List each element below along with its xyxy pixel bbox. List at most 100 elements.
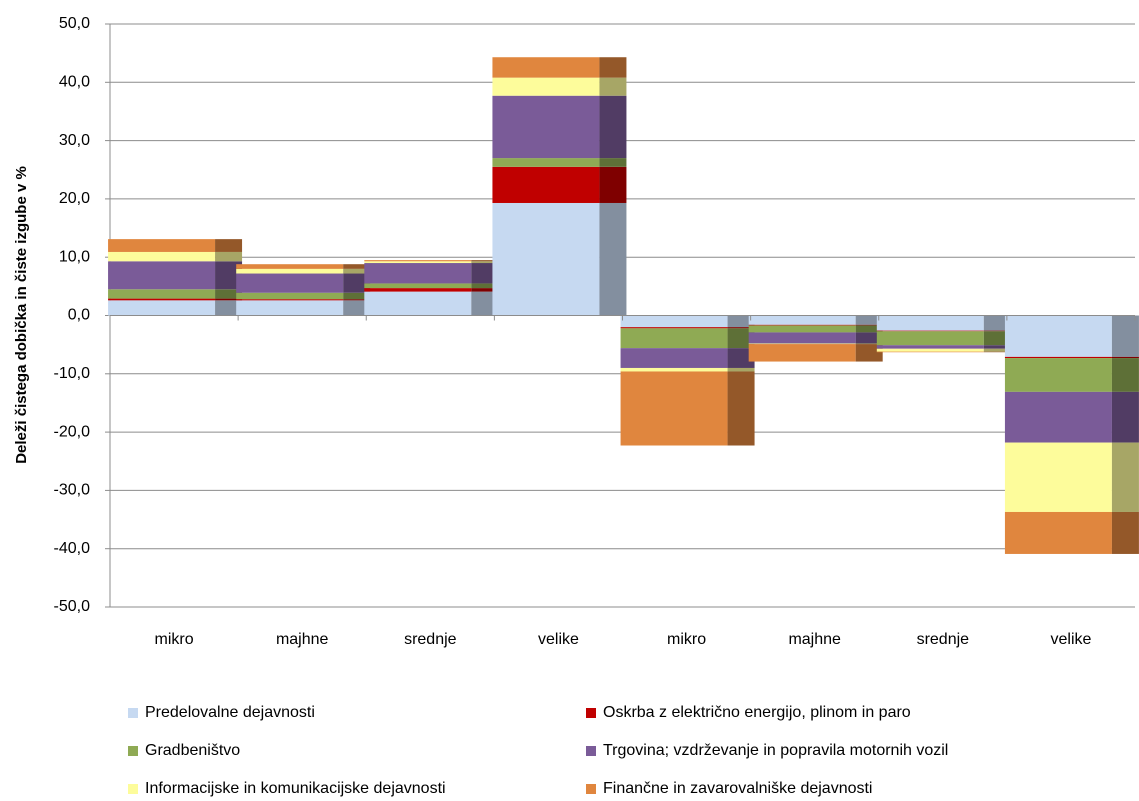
x-tick-label: majhne [788, 631, 841, 648]
y-tick-label: 10,0 [59, 248, 90, 265]
bar-segment [108, 298, 216, 301]
legend-swatch [586, 784, 596, 794]
bar-segment-side [343, 299, 371, 301]
bar-segment [748, 325, 856, 333]
legend-swatch [586, 708, 596, 718]
x-tick-label: velike [538, 631, 579, 648]
bar-segment [876, 315, 984, 331]
bar-segment-side [983, 345, 1011, 349]
bar-segment [364, 261, 472, 264]
y-tick-label: 40,0 [59, 74, 90, 91]
bar-segment [876, 331, 984, 346]
bar-segment [236, 264, 344, 269]
bar-segment [236, 300, 344, 316]
bar-segment-side [983, 315, 1011, 331]
bar-segment [236, 268, 344, 274]
legend-label: Trgovina; vzdrževanje in popravila motor… [603, 742, 948, 759]
bar-segment [492, 158, 600, 167]
bar-segment-side [1111, 358, 1139, 392]
y-tick-label: -50,0 [54, 598, 91, 615]
bar-segment [492, 57, 600, 78]
bar-segment-side [471, 260, 499, 262]
bar-segment [236, 299, 344, 301]
bar-segment [364, 263, 472, 284]
y-tick-label: 50,0 [59, 15, 90, 32]
bar-segment [620, 367, 728, 372]
bar-segment [620, 348, 728, 368]
bar-segment-side [215, 298, 243, 301]
bar-segment-side [727, 315, 755, 328]
bar-segment [236, 273, 344, 293]
bar-segment [108, 300, 216, 316]
bar-segment [876, 351, 984, 353]
bar-segment [492, 202, 600, 316]
bar-segment-side [1111, 442, 1139, 512]
bar-segment [492, 166, 600, 203]
bar-segment-side [1111, 315, 1139, 357]
bar-segment [236, 292, 344, 300]
bar-segment-side [343, 292, 371, 300]
bar-segment [492, 77, 600, 96]
bar-segment [108, 251, 216, 262]
legend-swatch [586, 746, 596, 756]
bar-segment [876, 330, 984, 332]
y-tick-label: 30,0 [59, 132, 90, 149]
bar-segment-side [727, 348, 755, 368]
bar-segment-side [983, 330, 1011, 332]
legend-swatch [128, 708, 138, 718]
bar-segment-side [599, 57, 627, 78]
bar-segment-side [727, 328, 755, 349]
x-tick-label: majhne [276, 631, 329, 648]
bar-segment [1004, 511, 1112, 554]
y-tick-label: -10,0 [54, 365, 91, 382]
legend-label: Oskrba z električno energijo, plinom in … [603, 704, 911, 721]
legend-label: Gradbeništvo [145, 742, 240, 759]
bar-segment [620, 315, 728, 328]
bar-segment [108, 239, 216, 252]
bar-segment [492, 95, 600, 159]
y-tick-label: -20,0 [54, 423, 91, 440]
x-tick-label: mikro [155, 631, 194, 648]
legend-swatch [128, 746, 138, 756]
bar-segment-side [855, 332, 883, 344]
bar-segment-side [855, 343, 883, 345]
bar-segment-side [343, 273, 371, 293]
legend-label: Finančne in zavarovalniške dejavnosti [603, 780, 872, 797]
bar-segment-side [599, 158, 627, 167]
y-tick-label: 20,0 [59, 190, 90, 207]
bar-segment-side [727, 371, 755, 446]
x-tick-label: srednje [404, 631, 457, 648]
bar-segment [364, 260, 472, 262]
bar-segment [1004, 358, 1112, 392]
bar-segment-side [855, 315, 883, 325]
bar-segment-side [471, 288, 499, 292]
bar-segment-side [855, 324, 883, 326]
bar-segment-side [983, 331, 1011, 346]
bar-segment-side [1111, 356, 1139, 359]
bar-segment-side [599, 77, 627, 96]
x-tick-label: mikro [667, 631, 706, 648]
bar-segment-side [1111, 391, 1139, 443]
bar-segment-side [727, 327, 755, 329]
bar-segment-side [855, 344, 883, 362]
bar-segment [620, 327, 728, 329]
bar-segment-side [983, 351, 1011, 353]
y-tick-label: -40,0 [54, 540, 91, 557]
x-tick-label: srednje [917, 631, 970, 648]
bar-segment [364, 288, 472, 292]
bar-segment-side [471, 261, 499, 264]
bar-segment-side [599, 202, 627, 316]
x-tick-label: velike [1050, 631, 1091, 648]
bar-segment [1004, 356, 1112, 359]
bar-segment [108, 261, 216, 290]
bar-segment [1004, 315, 1112, 357]
bar-segment-side [215, 289, 243, 299]
bar-segment-side [983, 348, 1011, 352]
bar-segment [1004, 442, 1112, 512]
bar-segment [1004, 391, 1112, 443]
bar-segment [748, 315, 856, 325]
bar-segment [748, 324, 856, 326]
y-tick-label: 0,0 [68, 307, 90, 324]
